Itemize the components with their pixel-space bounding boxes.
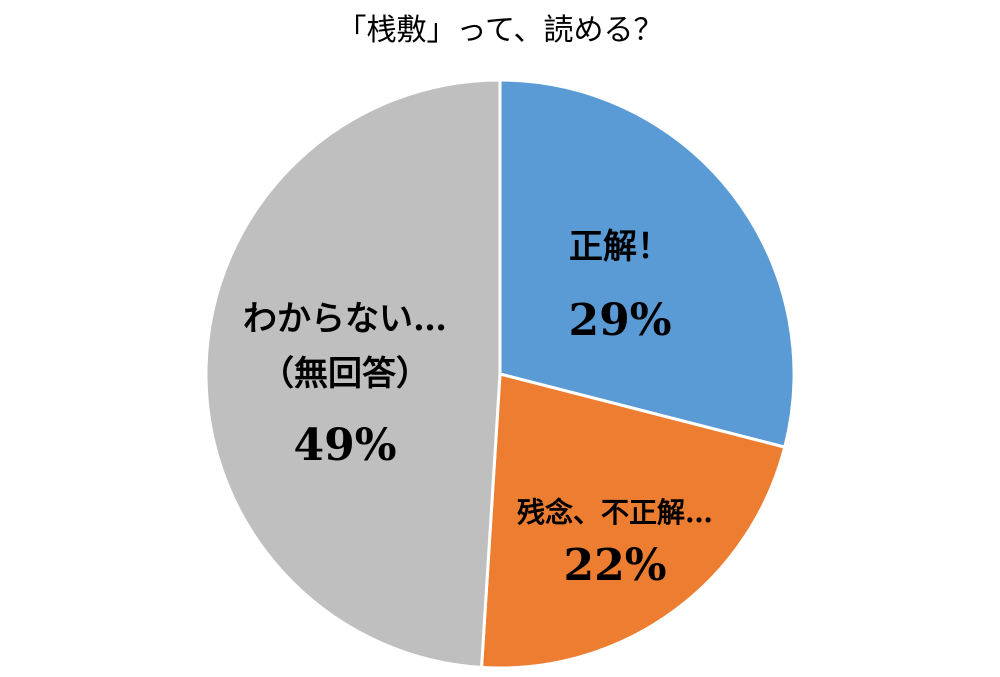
slice-value-label: 49% [293, 420, 396, 471]
slice-value-label: 22% [563, 540, 666, 591]
slice-label: 残念、不正解… [517, 496, 713, 529]
pie-slice-0 [498, 78, 796, 449]
slice-label: 正解！ [569, 227, 671, 267]
slice-label: わからない… [243, 299, 447, 339]
pie-slice-1 [479, 372, 787, 670]
slice-value-label: 29% [568, 295, 671, 346]
slice-label: （無回答） [260, 354, 430, 394]
pie-slice-2 [204, 78, 502, 670]
chart-title: 「桟敷」って、読める？ [337, 13, 664, 48]
